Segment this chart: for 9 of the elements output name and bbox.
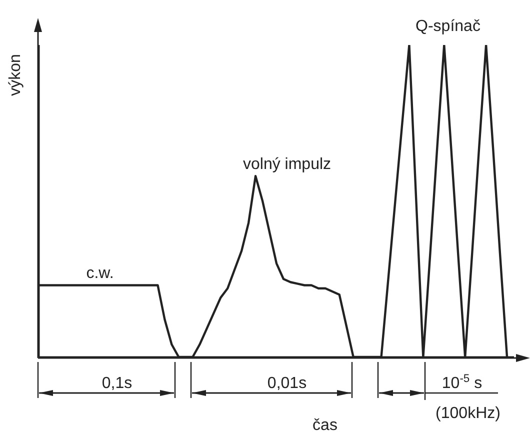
annotation: volný impulz xyxy=(242,156,332,173)
text: 10$^{-5}$ s xyxy=(442,373,482,392)
text: (100kHz) xyxy=(436,405,500,422)
annotation: c.w. xyxy=(86,265,114,282)
text: Q-spínač xyxy=(416,18,480,35)
y-axis-title: výkon xyxy=(7,54,24,96)
text: 0,1s xyxy=(102,375,132,392)
text: 0,01s xyxy=(267,375,307,392)
x-axis-title: čas xyxy=(312,417,338,434)
